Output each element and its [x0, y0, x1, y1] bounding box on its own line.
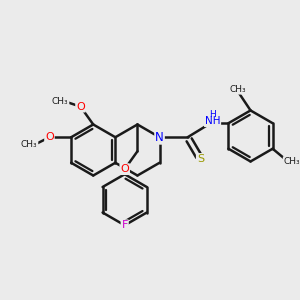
Text: O: O: [120, 164, 129, 174]
Text: O: O: [76, 102, 85, 112]
Text: F: F: [122, 220, 128, 230]
Text: CH₃: CH₃: [230, 85, 246, 94]
Text: CH₃: CH₃: [284, 157, 300, 166]
Text: O: O: [45, 132, 54, 142]
Text: CH₃: CH₃: [52, 97, 69, 106]
Text: H: H: [209, 110, 216, 119]
Text: CH₃: CH₃: [21, 140, 38, 149]
Text: S: S: [197, 154, 204, 164]
Text: N: N: [155, 131, 164, 144]
Text: NH: NH: [205, 116, 220, 126]
